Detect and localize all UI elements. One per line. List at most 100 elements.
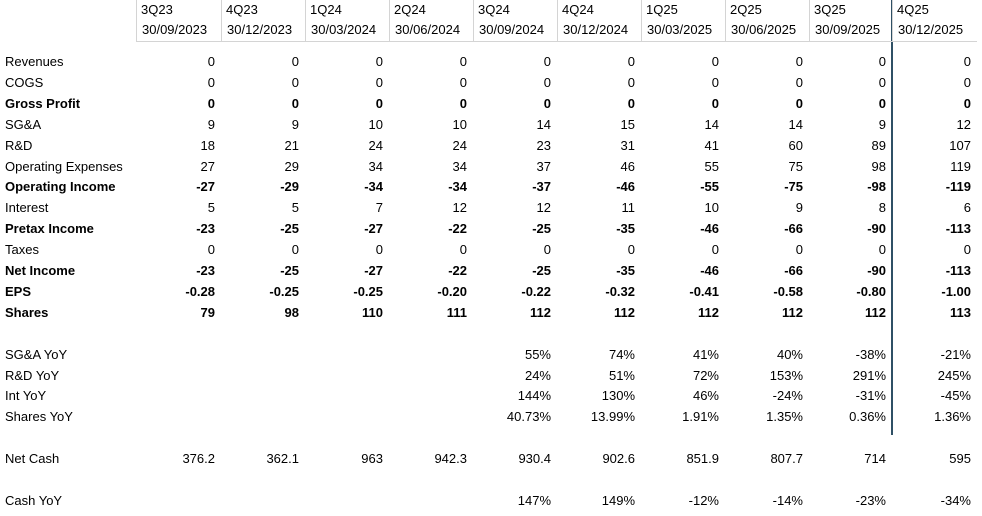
cell-value: 23 xyxy=(536,137,551,153)
cell-value: -34 xyxy=(364,179,383,195)
column-border xyxy=(473,0,474,41)
cell-value: 0 xyxy=(207,54,215,69)
column-border xyxy=(557,0,558,41)
cell-value: 40% xyxy=(776,346,803,362)
cell-value: 6 xyxy=(963,200,971,216)
header-border xyxy=(136,41,977,42)
cell-value: 34 xyxy=(452,158,467,174)
cell-value: 0 xyxy=(627,54,635,69)
cell-value: -113 xyxy=(945,263,971,278)
column-date: 30/09/2023 xyxy=(142,22,208,37)
cell-value: 31 xyxy=(620,137,635,153)
column-date: 30/06/2025 xyxy=(731,22,797,37)
cell-value: 24 xyxy=(452,137,467,153)
column-border xyxy=(389,0,390,41)
cell-value: 40.73% xyxy=(506,409,551,425)
cell-value: 376.2 xyxy=(182,451,215,467)
cell-value: 55% xyxy=(524,346,551,362)
cell-value: 5 xyxy=(291,200,299,216)
cell-value: 0 xyxy=(963,242,971,258)
row-label: Net Income xyxy=(5,263,76,278)
row-label: Int YoY xyxy=(5,388,47,404)
cell-value: 74% xyxy=(608,346,635,362)
cell-value: 98 xyxy=(284,304,299,320)
column-quarter: 2Q25 xyxy=(730,2,762,17)
cell-value: -46 xyxy=(700,263,719,278)
cell-value: 144% xyxy=(517,388,551,404)
column-quarter: 4Q24 xyxy=(562,2,594,17)
column-date: 30/12/2023 xyxy=(227,22,293,37)
cell-value: 107 xyxy=(949,137,971,153)
row-label: Operating Income xyxy=(5,179,116,195)
cell-value: 362.1 xyxy=(266,451,299,467)
cell-value: 0 xyxy=(291,242,299,258)
cell-value: 98 xyxy=(871,158,886,174)
cell-value: -55 xyxy=(700,179,719,195)
cell-value: 72% xyxy=(692,367,719,383)
cell-value: 9 xyxy=(207,116,215,132)
cell-value: -22 xyxy=(448,263,467,278)
cell-value: -23 xyxy=(196,221,215,237)
cell-value: -29 xyxy=(280,179,299,195)
column-border xyxy=(641,0,642,41)
cell-value: 13.99% xyxy=(590,409,635,425)
column-quarter: 1Q24 xyxy=(310,2,342,17)
cell-value: 41 xyxy=(704,137,719,153)
cell-value: -27 xyxy=(196,179,215,195)
cell-value: -98 xyxy=(867,179,886,195)
column-date: 30/03/2024 xyxy=(311,22,377,37)
cell-value: 37 xyxy=(536,158,551,174)
cell-value: 24% xyxy=(524,367,551,383)
cell-value: 1.91% xyxy=(682,409,719,425)
cell-value: 10 xyxy=(704,200,719,216)
cell-value: 29 xyxy=(284,158,299,174)
cell-value: 0 xyxy=(711,95,719,111)
cell-value: 0 xyxy=(878,74,886,90)
cell-value: 0 xyxy=(207,74,215,90)
cell-value: 0 xyxy=(795,54,803,69)
cell-value: 14 xyxy=(788,116,803,132)
column-quarter: 4Q25 xyxy=(897,2,929,17)
column-border xyxy=(136,0,137,41)
cell-value: -25 xyxy=(280,263,299,278)
row-label: Shares xyxy=(5,304,49,320)
column-border xyxy=(305,0,306,41)
cell-value: 11 xyxy=(621,200,636,216)
cell-value: -25 xyxy=(280,221,299,237)
cell-value: -21% xyxy=(940,346,971,362)
column-border xyxy=(892,0,893,41)
cell-value: 0 xyxy=(878,95,886,111)
cell-value: 51% xyxy=(608,367,635,383)
column-quarter: 3Q24 xyxy=(478,2,510,17)
cell-value: 147% xyxy=(517,492,551,508)
cell-value: 0 xyxy=(878,242,886,258)
cell-value: -27 xyxy=(364,263,383,278)
cell-value: 27 xyxy=(200,158,215,174)
column-quarter: 1Q25 xyxy=(646,2,678,17)
cell-value: 0 xyxy=(963,74,971,90)
cell-value: -37 xyxy=(532,179,551,195)
cell-value: 942.3 xyxy=(434,451,467,467)
cell-value: -0.58 xyxy=(773,283,803,299)
row-label: Cash YoY xyxy=(5,492,63,508)
cell-value: 14 xyxy=(536,116,551,132)
row-label: Interest xyxy=(5,200,49,216)
cell-value: 46% xyxy=(692,388,719,404)
cell-value: 0 xyxy=(459,74,467,90)
cell-value: 1.36% xyxy=(934,409,971,425)
cell-value: -23% xyxy=(855,492,886,508)
cell-value: -0.22 xyxy=(521,283,551,299)
cell-value: 12 xyxy=(536,200,551,216)
cell-value: 0 xyxy=(795,95,803,111)
cell-value: 149% xyxy=(601,492,635,508)
column-border xyxy=(221,0,222,41)
cell-value: 595 xyxy=(949,451,971,467)
cell-value: -1.00 xyxy=(941,283,971,299)
row-label: COGS xyxy=(5,74,44,90)
cell-value: 34 xyxy=(368,158,383,174)
cell-value: 851.9 xyxy=(686,451,719,467)
cell-value: 7 xyxy=(375,200,383,216)
cell-value: -66 xyxy=(784,221,803,237)
cell-value: -113 xyxy=(945,221,971,237)
